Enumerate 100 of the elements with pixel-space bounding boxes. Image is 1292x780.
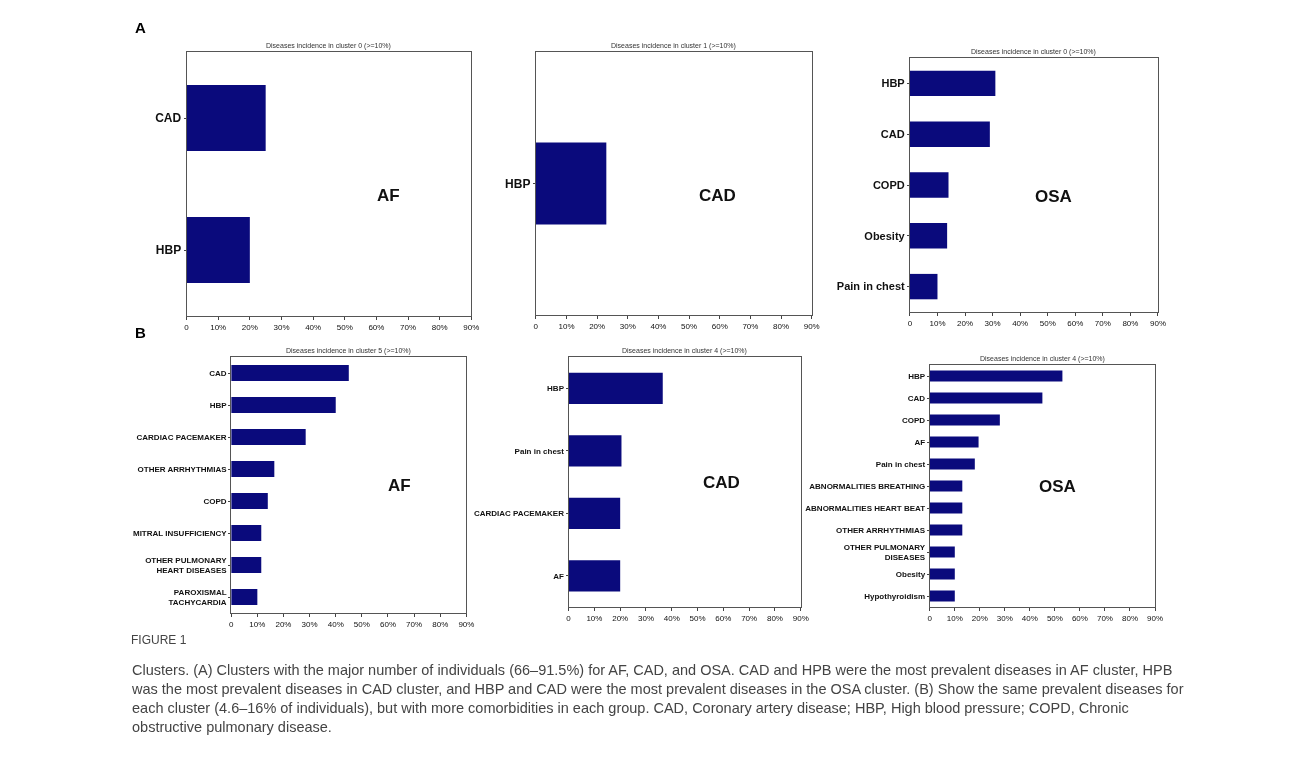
x-tick-label: 80% (1121, 613, 1138, 623)
x-tick-label: 0 (907, 318, 913, 328)
bar (909, 172, 949, 198)
y-tick-label: COPD (872, 178, 905, 191)
x-tick-label: 0 (533, 321, 539, 331)
x-tick-label: 20% (275, 619, 292, 629)
x-tick-label: 70% (406, 619, 423, 629)
x-tick-label: 30% (996, 613, 1013, 623)
x-tick-label: 80% (773, 321, 790, 331)
x-tick-label: 90% (458, 619, 475, 629)
y-tick-label: HBP (505, 176, 531, 191)
y-tick-label: HBP (209, 400, 228, 410)
x-tick-label: 40% (1012, 318, 1029, 328)
x-tick-label: 20% (612, 613, 629, 623)
x-tick-label: 10% (929, 318, 946, 328)
x-tick-label: 30% (619, 321, 636, 331)
bar (929, 524, 963, 536)
x-tick-label: 70% (741, 613, 758, 623)
x-tick-label: 50% (336, 322, 353, 332)
y-tick-label: OTHER PULMONARY HEART DISEASES (145, 555, 228, 575)
x-tick-label: 70% (742, 321, 759, 331)
bar (929, 590, 955, 602)
x-tick-label: 60% (368, 322, 385, 332)
x-tick-label: 80% (1122, 318, 1139, 328)
bar (929, 392, 1043, 404)
x-tick-label: 60% (1067, 318, 1084, 328)
annotation: OSA (1035, 187, 1072, 206)
x-tick-label: 50% (353, 619, 370, 629)
x-tick-label: 30% (984, 318, 1001, 328)
bar (568, 372, 663, 404)
x-tick-label: 60% (1071, 613, 1088, 623)
bar (929, 480, 963, 492)
x-tick-label: 70% (400, 322, 417, 332)
x-tick-label: 50% (681, 321, 698, 331)
x-tick-label: 40% (305, 322, 322, 332)
y-tick-label: MITRAL INSUFFICIENCY (132, 528, 228, 538)
x-tick-label: 90% (463, 322, 480, 332)
y-tick-label: Pain in chest (836, 280, 906, 293)
bar (231, 557, 262, 573)
x-tick-label: 30% (637, 613, 654, 623)
bar (568, 560, 621, 592)
bar (568, 497, 621, 529)
x-tick-label: 20% (971, 613, 988, 623)
x-tick-label: 70% (1094, 318, 1111, 328)
x-tick-label: 50% (1046, 613, 1063, 623)
x-tick-label: 40% (650, 321, 667, 331)
x-tick-label: 90% (792, 613, 809, 623)
x-tick-label: 10% (586, 613, 603, 623)
bar (231, 493, 268, 509)
x-tick-label: 30% (273, 322, 290, 332)
x-tick-label: 80% (432, 619, 449, 629)
y-tick-label: OTHER ARRHYTHMIAS (836, 525, 926, 535)
bar (929, 370, 1063, 382)
bar (909, 121, 990, 147)
y-tick-label: Obesity (864, 229, 906, 242)
x-tick-label: 20% (241, 322, 258, 332)
y-tick-label: CARDIAC PACEMAKER (473, 509, 565, 519)
x-tick-label: 60% (379, 619, 396, 629)
y-tick-label: OTHER PULMONARY DISEASES (843, 542, 926, 562)
x-tick-label: 40% (327, 619, 344, 629)
bar (929, 568, 955, 580)
bar (929, 436, 979, 448)
bar (929, 414, 1000, 426)
x-tick-label: 90% (1149, 318, 1166, 328)
bar (231, 429, 306, 445)
bar (568, 435, 622, 467)
y-tick-label: PAROXISMAL TACHYCARDIA (168, 587, 227, 607)
annotation: AF (388, 476, 411, 495)
y-tick-label: HBP (908, 371, 926, 381)
x-tick-label: 60% (711, 321, 728, 331)
annotation: OSA (1039, 477, 1076, 496)
text: FIGURE 1 (131, 633, 187, 647)
bar (929, 546, 955, 558)
x-tick-label: 80% (766, 613, 783, 623)
x-tick-label: 80% (431, 322, 448, 332)
y-tick-label: CARDIAC PACEMAKER (136, 432, 227, 442)
x-tick-label: 90% (1147, 613, 1164, 623)
text: B (135, 324, 146, 341)
bar (909, 223, 948, 249)
bar (909, 273, 938, 300)
y-tick-label: Pain in chest (514, 446, 565, 456)
y-tick-label: AF (914, 437, 926, 447)
text: A (135, 19, 146, 36)
x-tick-label: 20% (589, 321, 606, 331)
y-tick-label: AF (553, 571, 565, 581)
x-tick-label: 10% (249, 619, 266, 629)
x-tick-label: 90% (803, 321, 820, 331)
y-tick-label: Pain in chest (875, 459, 926, 469)
bar (231, 589, 258, 605)
x-tick-label: 40% (663, 613, 680, 623)
x-tick-label: 30% (301, 619, 318, 629)
y-tick-label: Obesity (895, 569, 926, 579)
y-tick-label: HBP (547, 384, 565, 394)
y-tick-label: CAD (880, 128, 905, 141)
y-tick-label: CAD (907, 393, 926, 403)
y-tick-label: CAD (209, 368, 227, 378)
x-tick-label: 10% (946, 613, 963, 623)
bar (909, 70, 996, 97)
bar (231, 525, 262, 541)
x-tick-label: 0 (228, 619, 234, 629)
